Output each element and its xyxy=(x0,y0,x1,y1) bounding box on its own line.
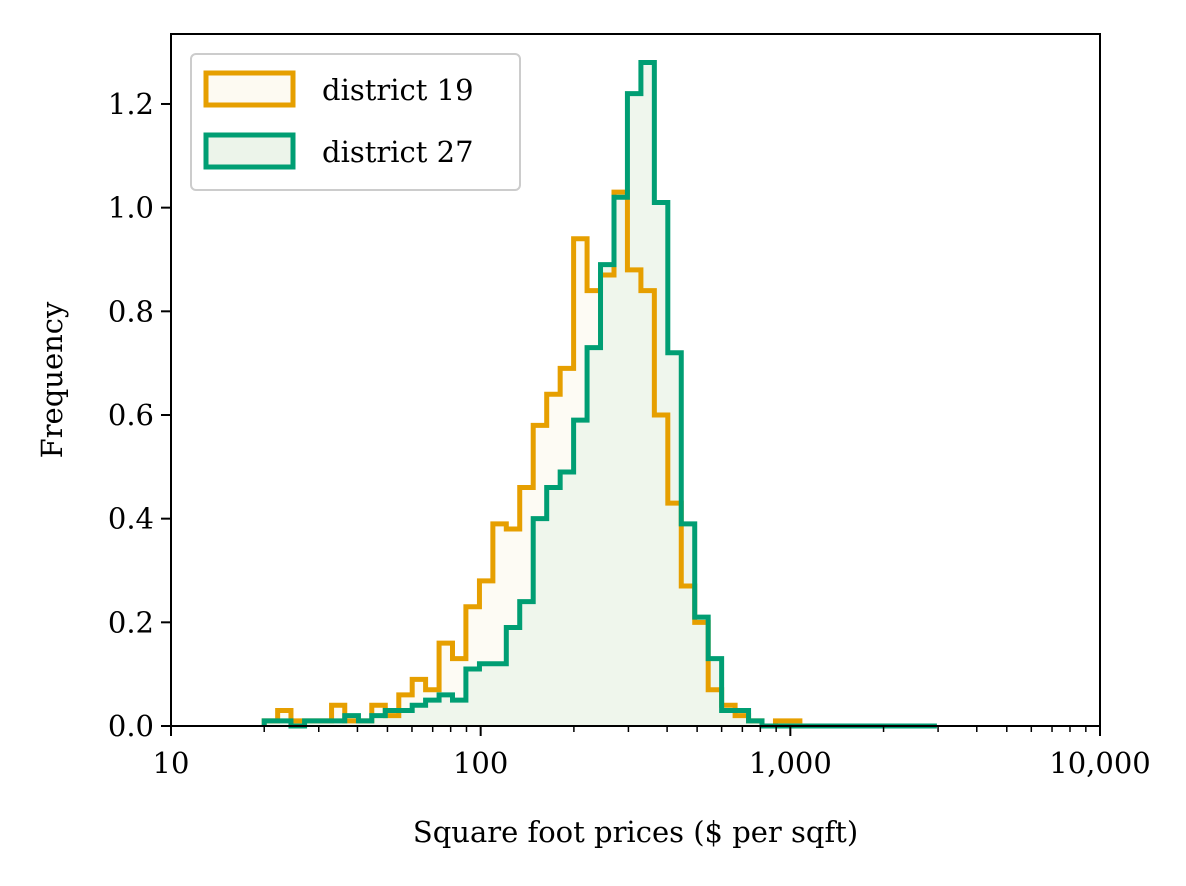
legend-item-district-27: district 27 xyxy=(203,132,474,170)
y-tick-label: 0.0 xyxy=(108,709,154,743)
x-axis-title: Square foot prices ($ per sqft) xyxy=(413,815,858,849)
y-axis-title: Frequency xyxy=(35,301,69,458)
legend-label: district 19 xyxy=(322,73,474,107)
legend-swatch xyxy=(203,132,296,170)
y-tick-label: 0.6 xyxy=(108,398,154,432)
y-tick-label: 1.0 xyxy=(108,191,154,225)
x-axis: 10 100 1,000 10,000 xyxy=(153,726,1151,780)
y-tick-label: 0.8 xyxy=(108,294,154,328)
y-tick-label: 0.4 xyxy=(108,502,154,536)
histogram-fill-series-2 xyxy=(264,62,937,727)
x-tick-label: 1,000 xyxy=(749,746,832,780)
legend-item-district-19: district 19 xyxy=(203,70,474,108)
legend-label: district 27 xyxy=(322,135,474,169)
x-tick-label: 10,000 xyxy=(1049,746,1150,780)
histogram-outlines xyxy=(261,60,937,729)
plot-frame xyxy=(170,33,1101,727)
y-tick-label: 0.2 xyxy=(108,605,154,639)
legend: district 19 district 27 xyxy=(190,53,521,191)
plot-area xyxy=(170,33,1101,729)
histogram-outline-series-2 xyxy=(261,60,937,729)
legend-swatch xyxy=(203,70,296,108)
y-tick-label: 1.2 xyxy=(108,87,154,121)
x-tick-label: 100 xyxy=(453,746,508,780)
x-tick-label: 10 xyxy=(153,746,190,780)
y-axis: 0.0 0.2 0.4 0.6 0.8 1.0 1.2 xyxy=(108,87,171,743)
